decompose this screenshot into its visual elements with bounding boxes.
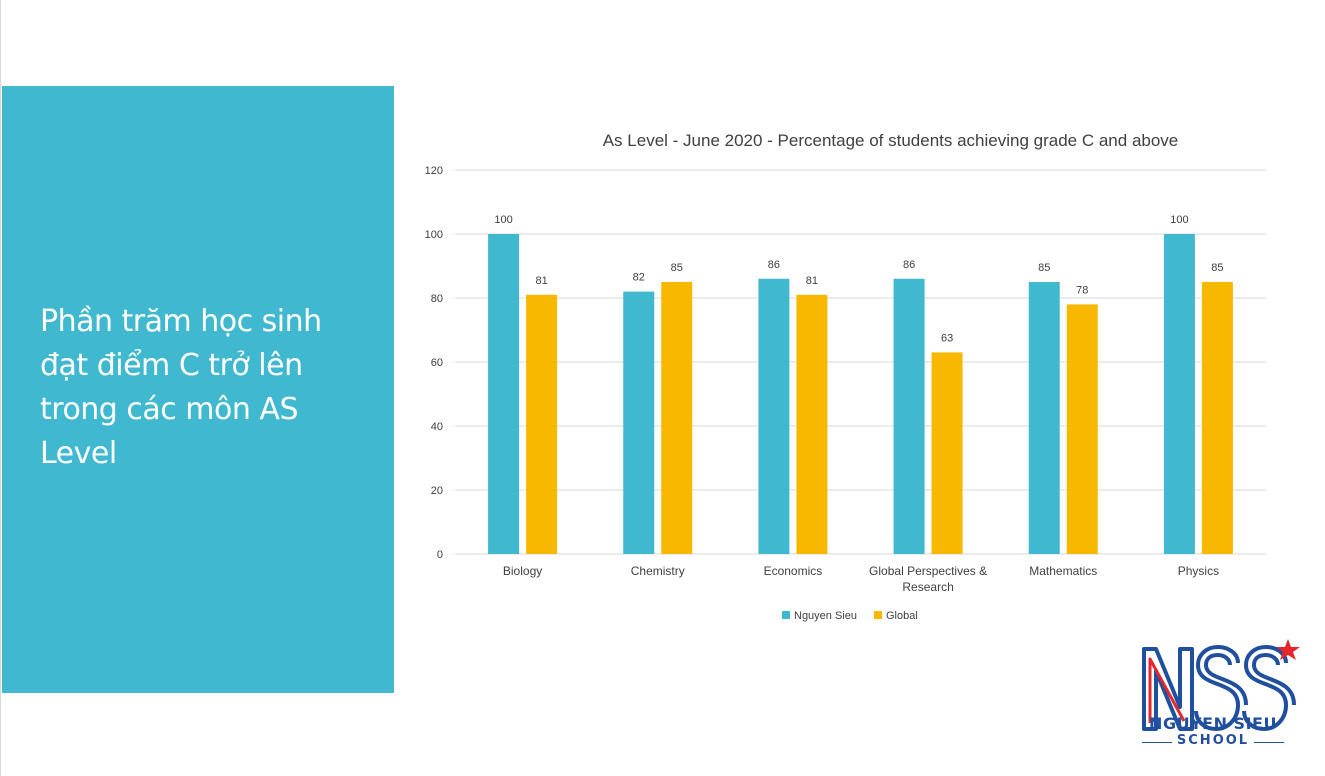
y-tick-label: 60: [431, 357, 443, 369]
chart-title: As Level - June 2020 - Percentage of stu…: [603, 131, 1179, 150]
slide-left-border: [0, 0, 1, 776]
bar-global: [661, 282, 693, 554]
nss-logo: [1142, 639, 1300, 731]
data-label: 85: [1038, 262, 1050, 274]
x-tick-label: Global Perspectives &: [869, 564, 987, 578]
y-tick-label: 100: [425, 229, 443, 241]
logo-name: NGUYEN SIEU: [1149, 714, 1277, 733]
data-label: 63: [941, 332, 953, 344]
logo-subtitle: SCHOOL: [1176, 733, 1250, 748]
heading-panel: [2, 86, 394, 693]
data-label: 86: [903, 259, 915, 271]
x-tick-label: Chemistry: [631, 564, 685, 578]
bar-nguyen-sieu: [893, 278, 925, 554]
data-label: 81: [806, 275, 818, 287]
bar-global: [796, 294, 828, 554]
y-tick-label: 20: [431, 485, 443, 497]
bar-nguyen-sieu: [623, 291, 655, 554]
legend-label: Nguyen Sieu: [794, 610, 857, 622]
bar-global: [1201, 282, 1233, 554]
bar-global: [931, 352, 963, 554]
star-icon: [1276, 639, 1300, 660]
logo-divider-right: [1254, 742, 1284, 743]
data-label: 82: [633, 272, 645, 284]
legend-swatch: [782, 611, 790, 619]
y-tick-label: 40: [431, 421, 443, 433]
data-label: 86: [768, 259, 780, 271]
data-label: 85: [671, 262, 683, 274]
y-tick-label: 0: [437, 549, 443, 561]
x-tick-label: Biology: [503, 564, 542, 578]
legend-swatch: [874, 611, 882, 619]
x-tick-label: Economics: [764, 564, 823, 578]
data-label: 100: [494, 214, 512, 226]
bar-global: [526, 294, 558, 554]
x-tick-label: Physics: [1178, 564, 1219, 578]
bar-nguyen-sieu: [1028, 282, 1060, 554]
x-tick-label: Research: [902, 580, 953, 594]
data-label: 85: [1211, 262, 1223, 274]
logo-divider-left: [1142, 742, 1172, 743]
y-tick-label: 120: [425, 165, 443, 177]
slide-heading: Phần trăm học sinh đạt điểm C trở lên tr…: [40, 304, 322, 471]
bar-nguyen-sieu: [1163, 234, 1195, 554]
data-label: 100: [1170, 214, 1188, 226]
y-tick-label: 80: [431, 293, 443, 305]
x-tick-label: Mathematics: [1029, 564, 1097, 578]
data-label: 81: [535, 275, 547, 287]
bar-nguyen-sieu: [758, 278, 790, 554]
bar-global: [1066, 304, 1098, 554]
data-label: 78: [1076, 284, 1088, 296]
bar-nguyen-sieu: [488, 234, 520, 554]
legend-label: Global: [886, 610, 918, 622]
